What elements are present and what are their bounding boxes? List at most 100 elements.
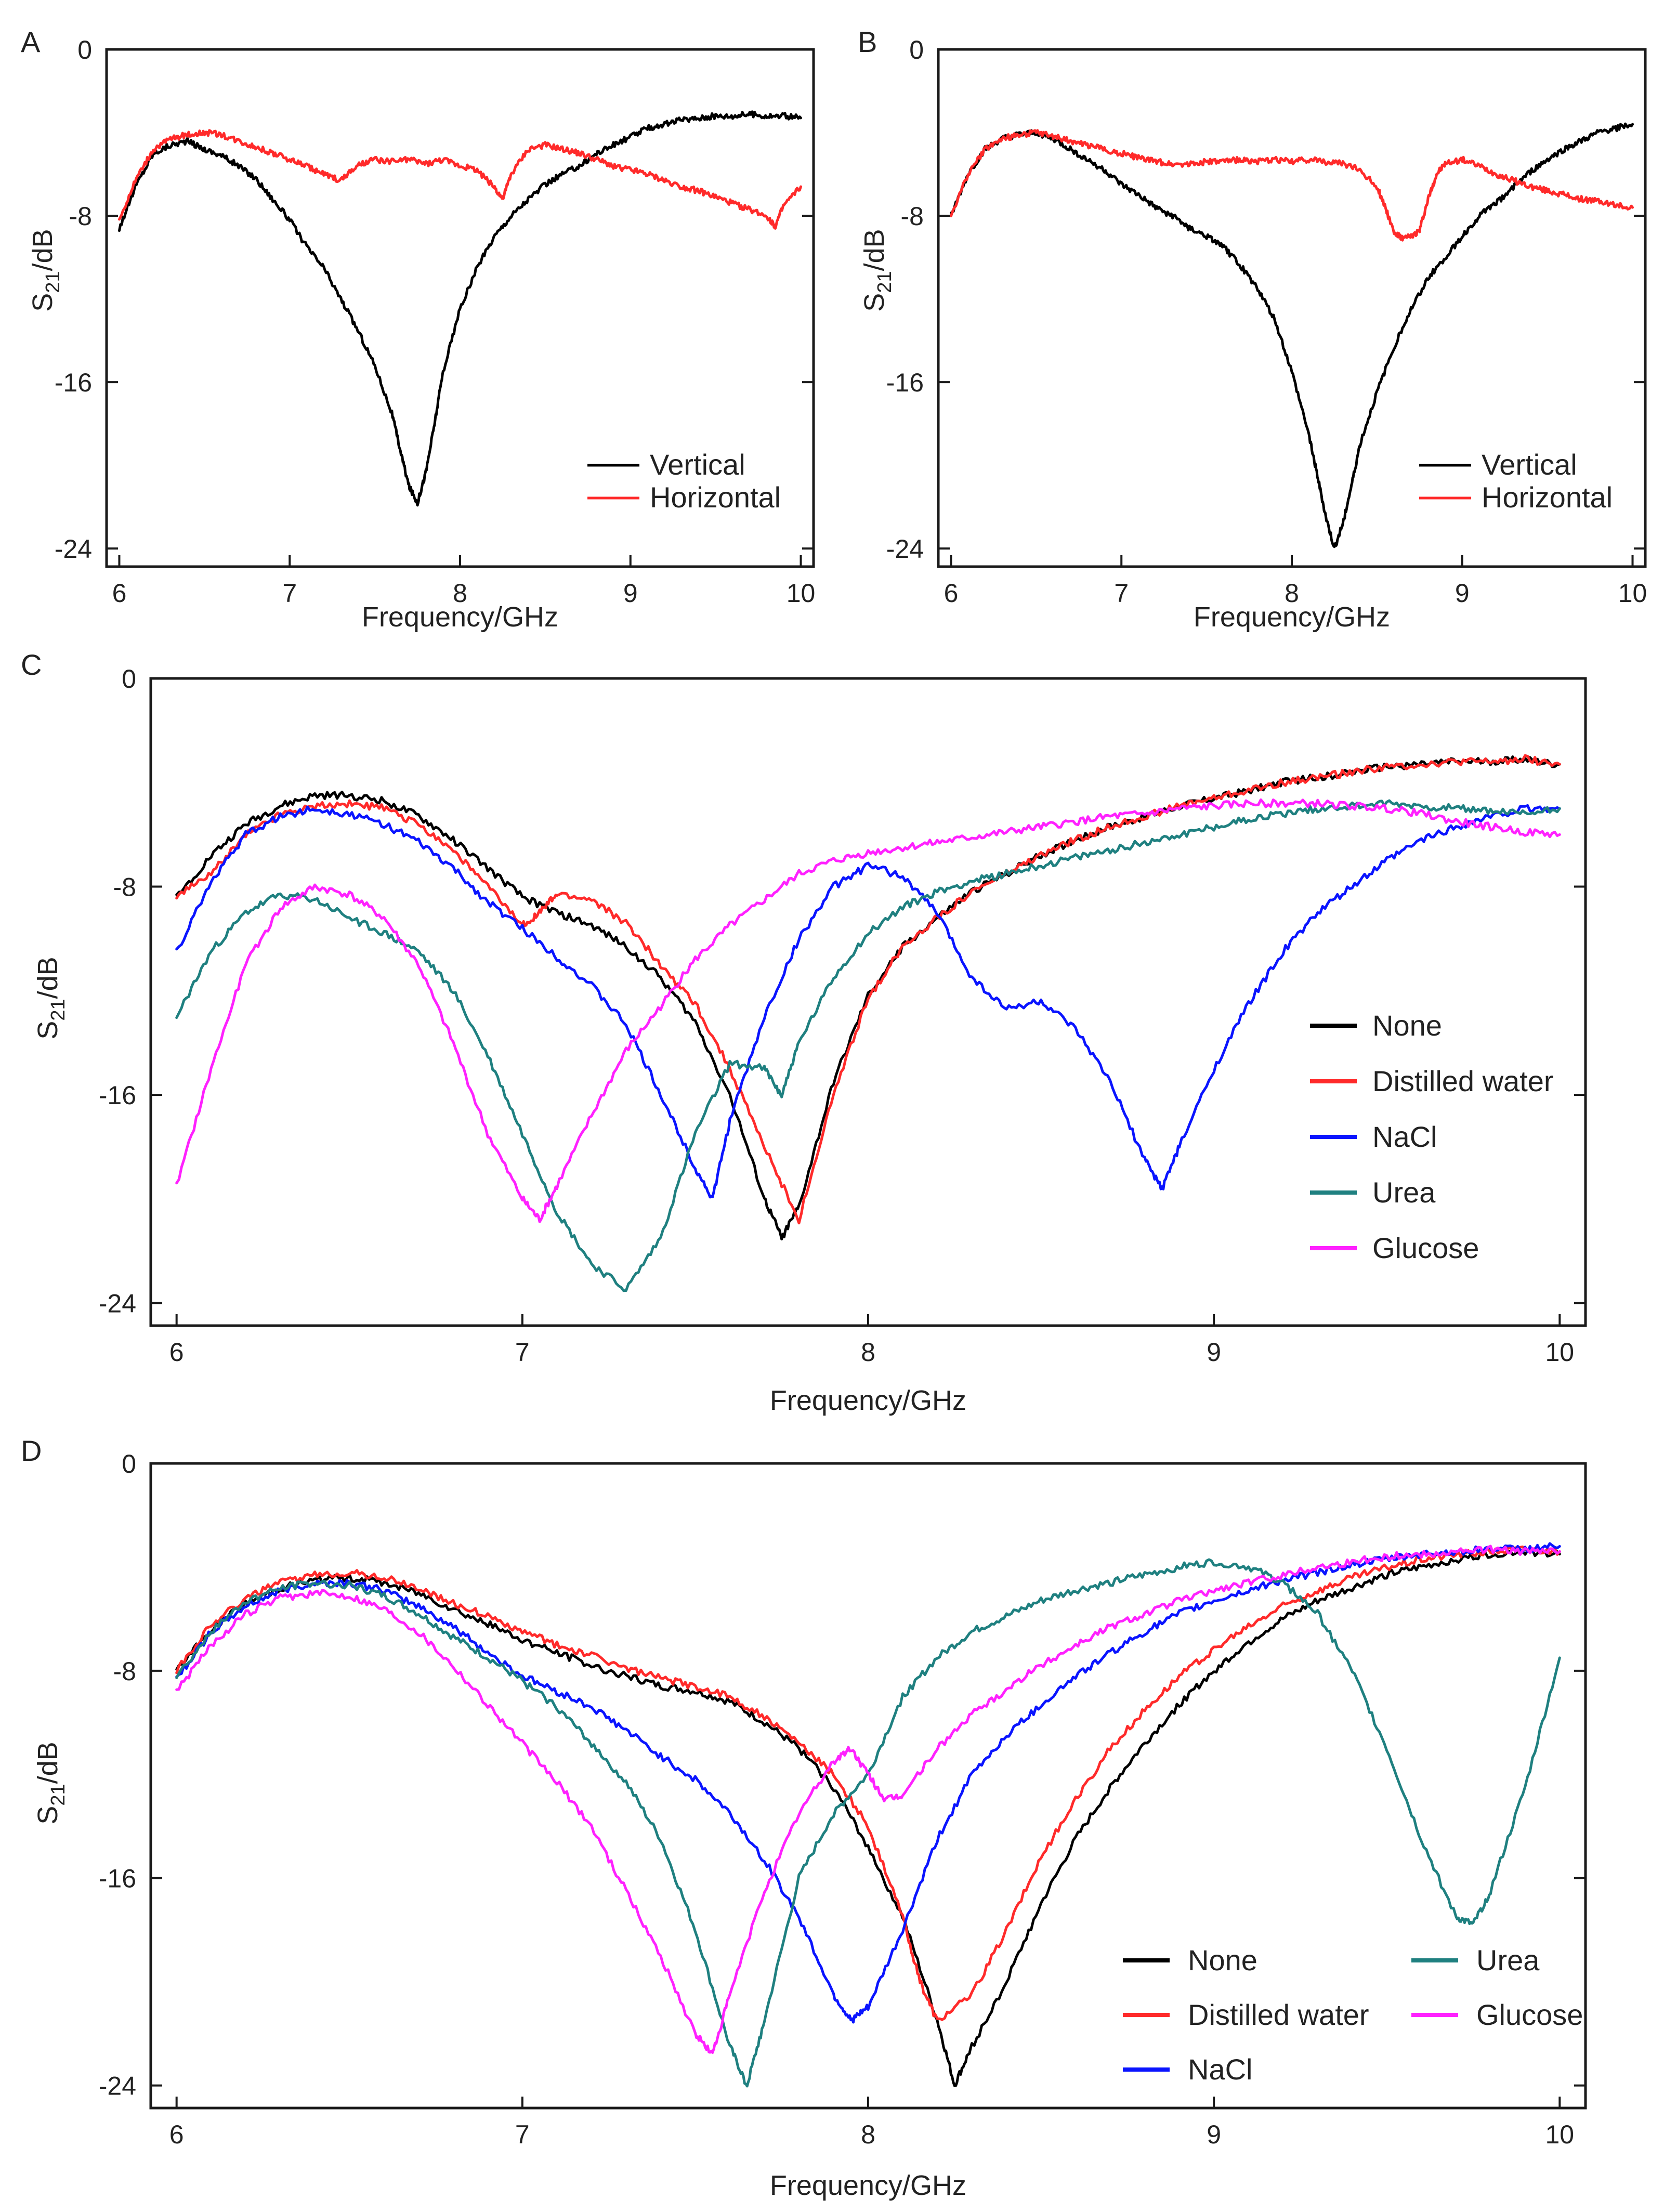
y-tick-label: 0: [909, 35, 924, 64]
panel-a-plot-layer: [107, 48, 814, 567]
panel-a-legend: Vertical Horizontal: [587, 448, 781, 514]
panel-d-legend: None Distilled water NaCl Urea Glucose: [1123, 1944, 1583, 2086]
x-tick-label: 9: [1207, 2120, 1221, 2149]
y-tick-label: -16: [99, 1864, 136, 1893]
legend-label-none: None: [1188, 1944, 1257, 1977]
series-line-glucose: [175, 798, 1561, 1223]
panel-b-plot-layer: [938, 48, 1645, 567]
panel-c-frame: [149, 677, 1587, 1327]
series-line-horizontal: [118, 129, 802, 230]
x-tick-label: 8: [1285, 579, 1299, 608]
y-tick-label: 0: [77, 35, 92, 64]
x-tick-label: 9: [1207, 1338, 1221, 1367]
y-tick-label: -24: [886, 534, 924, 564]
x-tick-label: 9: [1455, 579, 1470, 608]
y-title-subscript: 21: [47, 999, 69, 1020]
panel-b-legend: Vertical Horizontal: [1419, 448, 1613, 514]
y-tick-label: -16: [99, 1081, 136, 1110]
x-tick-label: 6: [112, 579, 127, 608]
legend-label-horizontal: Horizontal: [1482, 481, 1613, 514]
legend-label-distilled-water: Distilled water: [1188, 1998, 1369, 2031]
legend-label-vertical: Vertical: [1482, 448, 1577, 481]
panel-a-x-tick-labels: 6 7 8 9 10: [112, 579, 816, 608]
panel-b-y-tick-labels: 0 -8 -16 -24: [886, 35, 924, 564]
panel-d-x-tick-labels: 6 7 8 9 10: [169, 2120, 1574, 2149]
panel-b-y-axis-title: S21/dB: [859, 229, 896, 311]
panel-c: C 0 -8 -16 -24 6 7 8 9 10 Frequency/GHz …: [21, 648, 1587, 1416]
x-tick-label: 7: [515, 2120, 530, 2149]
x-tick-label: 6: [169, 2120, 184, 2149]
y-tick-label: -8: [113, 1657, 136, 1686]
y-title-symbol: S: [32, 1806, 63, 1825]
panel-c-x-axis-title: Frequency/GHz: [770, 1385, 966, 1416]
y-tick-label: -8: [113, 872, 136, 901]
y-tick-label: -24: [99, 1289, 136, 1318]
y-tick-label: -16: [886, 368, 924, 397]
panel-c-letter: C: [21, 648, 42, 681]
panel-b-letter: B: [858, 25, 877, 58]
panel-d-y-axis-title: S21/dB: [32, 1742, 69, 1824]
legend-label-urea: Urea: [1372, 1176, 1436, 1209]
series-line-nacl: [175, 804, 1561, 1199]
x-tick-label: 10: [787, 579, 816, 608]
series-line-glucose: [175, 1545, 1561, 2054]
x-tick-label: 10: [1618, 579, 1647, 608]
y-tick-label: 0: [122, 664, 136, 693]
panel-c-y-axis-title: S21/dB: [32, 957, 69, 1039]
legend-label-urea: Urea: [1476, 1944, 1540, 1977]
x-tick-label: 6: [944, 579, 959, 608]
series-line-distilled-water: [175, 754, 1561, 1225]
panel-c-legend: None Distilled water NaCl Urea Glucose: [1310, 1009, 1554, 1264]
y-title-symbol: S: [859, 293, 890, 312]
series-line-distilled-water: [175, 1546, 1561, 2021]
x-tick-label: 7: [1114, 579, 1129, 608]
legend-label-horizontal: Horizontal: [650, 481, 781, 514]
panel-d-plot-layer: [151, 1462, 1586, 2108]
y-tick-label: -16: [55, 368, 92, 397]
panel-a-y-axis-title: S21/dB: [27, 229, 64, 311]
x-tick-label: 10: [1545, 2120, 1575, 2149]
x-tick-label: 9: [623, 579, 638, 608]
y-title-symbol: S: [27, 293, 58, 312]
panel-d: D 0 -8 -16 -24 6 7 8 9 10 Frequency/GHz …: [21, 1434, 1587, 2201]
panel-b-x-axis-title: Frequency/GHz: [1194, 601, 1390, 633]
legend-label-glucose: Glucose: [1372, 1232, 1479, 1264]
y-title-subscript: 21: [874, 271, 896, 293]
y-tick-label: 0: [122, 1449, 136, 1478]
y-tick-label: -8: [69, 202, 92, 231]
y-title-subscript: 21: [42, 271, 64, 293]
y-title-unit: /dB: [32, 1742, 63, 1784]
x-tick-label: 8: [453, 579, 467, 608]
x-tick-label: 7: [282, 579, 297, 608]
panel-b-x-tick-labels: 6 7 8 9 10: [944, 579, 1647, 608]
series-line-none: [175, 755, 1561, 1241]
legend-label-distilled-water: Distilled water: [1372, 1065, 1554, 1097]
panel-a-x-axis-title: Frequency/GHz: [362, 601, 558, 633]
panel-c-x-tick-labels: 6 7 8 9 10: [169, 1338, 1574, 1367]
panel-d-x-axis-title: Frequency/GHz: [770, 2170, 966, 2201]
legend-label-none: None: [1372, 1009, 1442, 1042]
series-line-vertical: [118, 110, 802, 507]
panel-a: A 0 -8 -16 -24 6 7 8 9 10 Frequency/GHz …: [21, 25, 815, 633]
panel-d-letter: D: [21, 1434, 42, 1467]
legend-label-nacl: NaCl: [1188, 2053, 1252, 2086]
series-line-urea: [175, 799, 1561, 1292]
x-tick-label: 8: [861, 2120, 875, 2149]
series-line-none: [175, 1548, 1561, 2087]
y-title-unit: /dB: [32, 957, 63, 999]
y-title-unit: /dB: [27, 229, 58, 271]
x-tick-label: 7: [515, 1338, 530, 1367]
y-title-unit: /dB: [859, 229, 890, 271]
series-line-nacl: [175, 1542, 1561, 2024]
panel-c-plot-layer: [151, 677, 1586, 1326]
y-tick-label: -8: [901, 202, 924, 231]
series-line-vertical: [950, 122, 1634, 548]
y-tick-label: -24: [55, 534, 92, 564]
x-tick-label: 6: [169, 1338, 184, 1367]
panel-a-y-tick-labels: 0 -8 -16 -24: [55, 35, 92, 564]
panel-a-frame: [105, 48, 815, 568]
x-tick-label: 8: [861, 1338, 875, 1367]
legend-label-vertical: Vertical: [650, 448, 745, 481]
legend-label-glucose: Glucose: [1476, 1998, 1583, 2031]
